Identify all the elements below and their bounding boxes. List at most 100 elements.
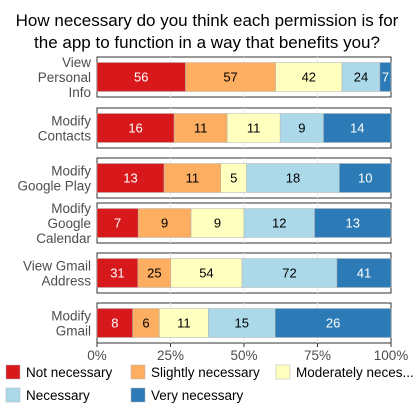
legend-swatch — [130, 387, 146, 403]
x-tick-label: 25% — [157, 348, 184, 363]
legend-item: Necessary — [5, 387, 90, 403]
legend-label: Necessary — [26, 388, 90, 403]
category-label: Personal — [38, 70, 91, 85]
segment-value-label: 57 — [223, 70, 237, 85]
segment-value-label: 9 — [298, 121, 305, 136]
x-tick-label: 100% — [374, 348, 409, 363]
segment-value-label: 5 — [230, 171, 237, 186]
segment-value-label: 16 — [128, 121, 142, 136]
bar-segment — [379, 62, 392, 92]
category-label: Modify — [51, 309, 91, 324]
bar-segment — [339, 163, 392, 193]
legend-label: Slightly necessary — [151, 365, 260, 380]
bar-segment — [159, 308, 209, 338]
segment-value-label: 9 — [161, 216, 168, 231]
x-tick-label: 0% — [87, 348, 107, 363]
bar-segment — [96, 208, 139, 238]
legend-label: Not necessary — [26, 365, 113, 380]
category-label: Gmail — [56, 324, 91, 339]
bar-segment — [163, 163, 222, 193]
segment-value-label: 24 — [354, 70, 368, 85]
bar-segment — [241, 258, 338, 288]
segment-value-label: 42 — [302, 70, 316, 85]
segment-value-label: 41 — [357, 266, 371, 281]
segment-value-label: 54 — [199, 266, 213, 281]
segment-value-label: 11 — [194, 121, 208, 136]
bar-segment — [137, 208, 192, 238]
segment-value-label: 8 — [111, 316, 118, 331]
segment-value-label: 56 — [134, 70, 148, 85]
segment-value-label: 13 — [346, 216, 360, 231]
segment-value-label: 14 — [350, 121, 364, 136]
category-label: View — [62, 55, 91, 70]
category-label: View Gmail — [23, 259, 91, 274]
bar-segment — [341, 62, 381, 92]
bar-segment — [279, 113, 324, 143]
chart-title: How necessary do you think each permissi… — [16, 11, 399, 52]
segment-value-label: 13 — [123, 171, 137, 186]
bar-segment — [170, 258, 243, 288]
legend-item: Slightly necessary — [130, 364, 260, 380]
legend: Not necessary Slightly necessary Moderatel… — [5, 364, 414, 403]
bar-segment — [96, 113, 175, 143]
legend-swatch — [5, 364, 21, 380]
segment-value-label: 7 — [382, 70, 389, 85]
segment-value-label: 11 — [177, 316, 191, 331]
category-label: Contacts — [38, 129, 92, 144]
chart-title-line: How necessary do you think each permissi… — [16, 11, 399, 30]
bar-segment — [96, 308, 133, 338]
legend-label: Moderately neces... — [296, 365, 414, 380]
bar-segment — [185, 62, 276, 92]
bar-segment — [323, 113, 392, 143]
legend-swatch — [275, 364, 291, 380]
legend-swatch — [5, 387, 21, 403]
category-label: Modify — [51, 201, 91, 216]
bar-segment — [243, 208, 315, 238]
x-tick-label: 75% — [304, 348, 331, 363]
category-label: Info — [68, 85, 91, 100]
segment-value-label: 25 — [147, 266, 161, 281]
x-tick-label: 50% — [230, 348, 257, 363]
category-label: Modify — [51, 164, 91, 179]
segment-value-label: 9 — [214, 216, 221, 231]
bar-segment — [96, 163, 165, 193]
segment-value-label: 11 — [186, 171, 200, 186]
segment-value-label: 10 — [358, 171, 372, 186]
bar-segment — [336, 258, 392, 288]
chart-title-line: the app to function in a way that benefi… — [34, 33, 380, 52]
category-label: Address — [41, 274, 91, 289]
bar-segment — [275, 62, 343, 92]
legend-item: Not necessary — [5, 364, 113, 380]
category-label: Calendar — [36, 231, 91, 246]
bar-segment — [137, 258, 172, 288]
legend-label: Very necessary — [151, 388, 244, 403]
bar-segment — [96, 62, 186, 92]
legend-item: Moderately neces... — [275, 364, 414, 380]
category-label: Google Play — [17, 179, 91, 194]
bar-segment — [274, 308, 392, 338]
bar-segment — [208, 308, 276, 338]
segment-value-label: 72 — [282, 266, 296, 281]
bar-segment — [173, 113, 228, 143]
category-label: Modify — [51, 114, 91, 129]
segment-value-label: 15 — [235, 316, 249, 331]
bar-segment — [132, 308, 160, 338]
segment-value-label: 11 — [247, 121, 261, 136]
legend-swatch — [130, 364, 146, 380]
segment-value-label: 7 — [114, 216, 121, 231]
segment-value-label: 18 — [286, 171, 300, 186]
segment-value-label: 6 — [142, 316, 149, 331]
legend-item: Very necessary — [130, 387, 244, 403]
bar-segment — [190, 208, 245, 238]
bar-segment — [220, 163, 247, 193]
bar-segment — [246, 163, 340, 193]
segment-value-label: 31 — [110, 266, 124, 281]
segment-value-label: 12 — [272, 216, 286, 231]
